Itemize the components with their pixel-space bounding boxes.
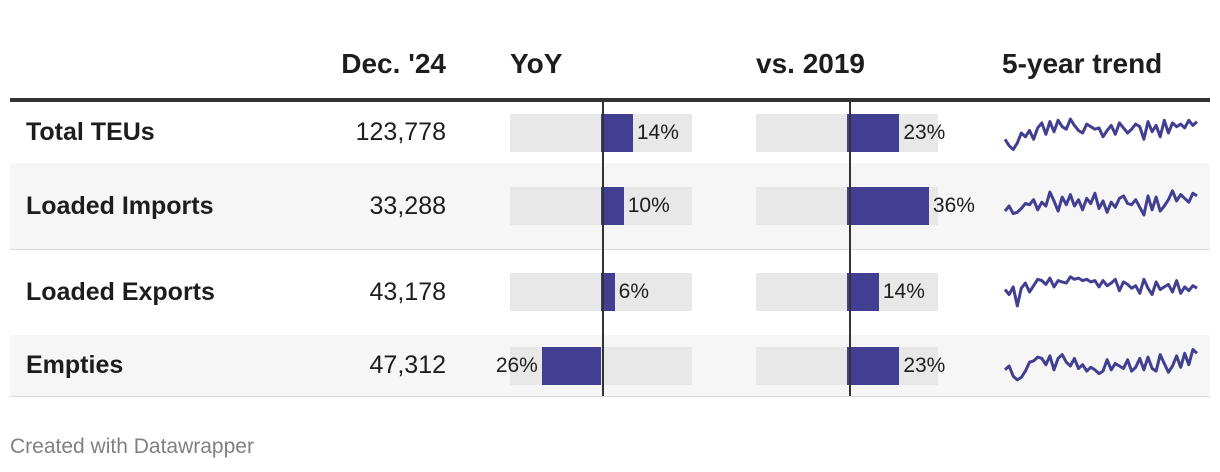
trend-sparkline: [1003, 117, 1199, 151]
vs-2019-bar: [847, 187, 929, 225]
yoy-bar: [541, 346, 601, 385]
table-row: Empties 47,312 26% 23%: [10, 335, 1210, 397]
row-label: Loaded Imports: [26, 191, 214, 220]
dec-24-value: 47,312: [369, 351, 446, 379]
yoy-bar-label: 6%: [618, 280, 649, 303]
yoy-bar-track: 10%: [510, 187, 692, 225]
vs-2019-bar-track: 14%: [756, 273, 938, 311]
trend-line: [1003, 347, 1199, 381]
header-dec-24: Dec. '24: [341, 48, 446, 79]
yoy-bar: [601, 113, 633, 152]
vs-2019-zero-axis: [849, 100, 851, 396]
trend-sparkline: [1003, 189, 1198, 217]
dec-24-value: 33,288: [369, 191, 446, 220]
row-label: Loaded Exports: [26, 277, 215, 306]
trend-line: [1003, 189, 1198, 217]
trend-line: [1003, 117, 1199, 151]
vs-2019-bar: [847, 113, 900, 152]
header-vs-2019: vs. 2019: [756, 48, 865, 79]
vs-2019-bar-label: 23%: [903, 120, 946, 144]
header-rule: [10, 98, 1210, 102]
trend-sparkline: [1003, 275, 1198, 308]
vs-2019-bar: [847, 346, 900, 385]
yoy-bar-label: 10%: [627, 194, 670, 217]
yoy-bar-track: 14%: [510, 113, 692, 152]
vs-2019-bar-label: 23%: [903, 353, 946, 377]
vs-2019-bar-label: 14%: [882, 280, 925, 303]
yoy-zero-axis: [602, 100, 604, 396]
yoy-bar: [601, 187, 624, 225]
yoy-bar-label: 14%: [636, 120, 679, 144]
vs-2019-bar: [847, 273, 879, 311]
yoy-bar-label: 26%: [495, 353, 538, 377]
table-row: Total TEUs 123,778 14% 23%: [10, 102, 1210, 164]
table-row: Loaded Imports 33,288 10% 36%: [10, 163, 1210, 250]
table-row: Loaded Exports 43,178 6% 14%: [10, 249, 1210, 336]
yoy-bar-track: 6%: [510, 273, 692, 311]
yoy-bar-track: 26%: [496, 346, 692, 385]
row-label: Total TEUs: [26, 118, 155, 146]
footer-credit: Created with Datawrapper: [10, 435, 254, 458]
trend-line: [1003, 275, 1198, 308]
vs-2019-bar-label: 36%: [932, 194, 975, 217]
vs-2019-bar-track: 23%: [756, 113, 945, 152]
vs-2019-bar-track: 23%: [756, 346, 945, 385]
header-5-year-trend: 5-year trend: [1002, 48, 1163, 79]
yoy-bar: [601, 273, 615, 311]
header-yoy: YoY: [510, 48, 563, 79]
dec-24-value: 43,178: [369, 277, 446, 306]
vs-2019-bar-track: 36%: [756, 187, 975, 225]
trend-sparkline: [1003, 347, 1199, 381]
row-label: Empties: [26, 351, 124, 379]
dec-24-value: 123,778: [355, 118, 446, 146]
